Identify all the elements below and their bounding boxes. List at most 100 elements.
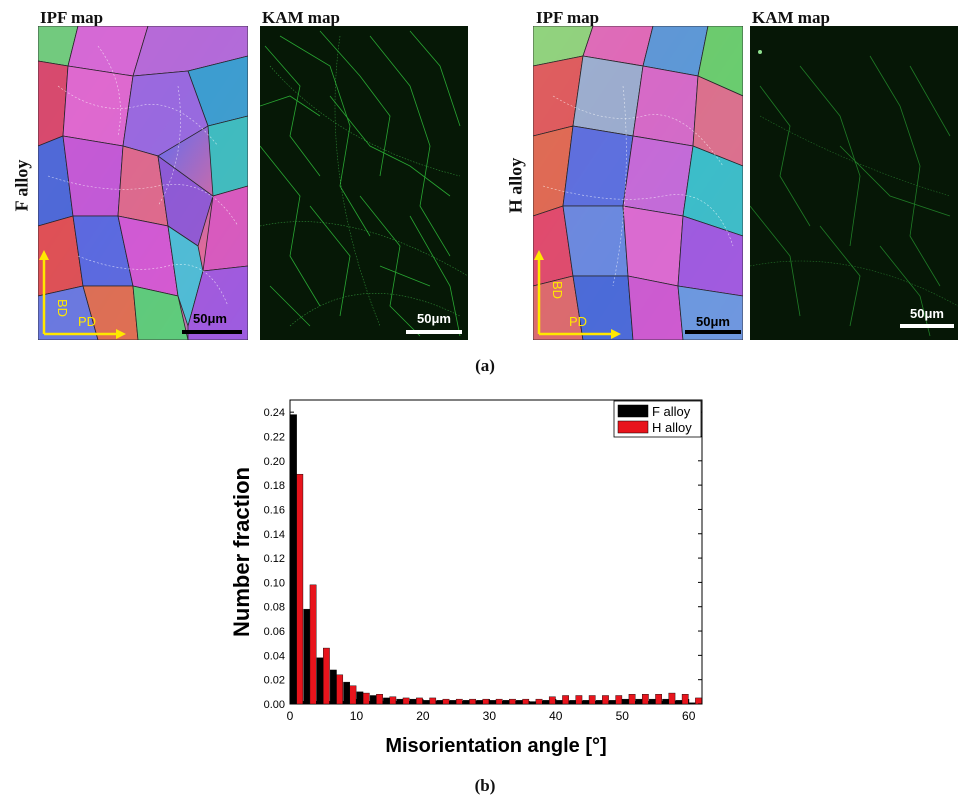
bar-f-alloy-21 [423, 700, 430, 705]
x-tick-label: 50 [616, 709, 630, 723]
kam-scale-label-h: 50μm [910, 306, 944, 321]
x-tick-label: 60 [682, 709, 696, 723]
y-tick-label: 0.00 [264, 699, 285, 711]
ipf-scale-label-h: 50μm [696, 314, 730, 329]
bar-f-alloy-13 [369, 695, 377, 705]
bar-f-alloy-11 [356, 691, 364, 705]
y-tick-label: 0.02 [264, 675, 285, 687]
bar-h-alloy-17 [402, 697, 410, 705]
bar-h-alloy-3 [309, 584, 317, 705]
bar-h-alloy-41 [562, 695, 569, 705]
y-axis-label: Number fraction [229, 467, 254, 637]
bar-f-alloy-61 [688, 702, 696, 705]
x-tick-label: 30 [483, 709, 497, 723]
bar-h-alloy-59 [681, 694, 689, 705]
row-label-h-alloy: H alloy [505, 157, 526, 214]
y-tick-label: 0.16 [264, 504, 285, 516]
legend-label-f-alloy: F alloy [652, 404, 691, 419]
y-tick-label: 0.12 [264, 553, 285, 565]
bar-f-alloy-25 [449, 700, 457, 705]
bar-h-alloy-11 [362, 692, 370, 705]
bar-h-alloy-45 [588, 695, 596, 705]
bar-h-alloy-53 [641, 694, 649, 705]
y-tick-label: 0.08 [264, 602, 285, 614]
ipf-scale-label-f: 50μm [193, 311, 227, 326]
axis-bd-label-f: BD [55, 299, 70, 317]
bar-f-alloy-1 [290, 414, 297, 705]
y-tick-label: 0.14 [264, 529, 285, 541]
bar-f-alloy-31 [489, 700, 497, 705]
bar-h-alloy-31 [495, 698, 503, 705]
kam-map-title-f: KAM map [262, 8, 340, 27]
legend-swatch-h-alloy [617, 420, 649, 434]
y-tick-label: 0.22 [264, 431, 285, 443]
bar-h-alloy-15 [389, 696, 397, 705]
y-axis-ticks: 0.00 0.02 0.04 0.06 0.08 0.10 0.12 0.14 0.16 0.18… [264, 407, 702, 711]
bar-h-alloy-29 [482, 698, 490, 705]
panel-a-caption: (a) [475, 356, 495, 375]
bar-f-alloy-19 [409, 698, 417, 705]
bar-f-alloy-53 [635, 698, 643, 705]
bar-h-alloy-57 [668, 692, 676, 705]
bar-f-alloy-47 [595, 700, 603, 705]
ipf-map-title-h: IPF map [536, 8, 600, 27]
bar-f-alloy-59 [675, 700, 683, 705]
bar-f-alloy-15 [383, 697, 390, 705]
axis-bd-label-h: BD [550, 281, 565, 299]
bar-h-alloy-9 [349, 685, 357, 705]
bar-f-alloy-35 [516, 700, 523, 705]
bar-h-alloy-35 [522, 698, 530, 705]
ipf-map-image-f: BD PD 50μm [38, 26, 248, 340]
kam-map-image-h: 50μm [750, 26, 958, 340]
kam-scale-label-f: 50μm [417, 311, 451, 326]
bar-h-alloy-13 [376, 694, 383, 705]
bar-f-alloy-51 [622, 698, 630, 705]
panel-b-caption: (b) [474, 776, 496, 795]
ipf-map-image-h: BD PD 50μm [533, 26, 743, 340]
bars-group [290, 414, 702, 705]
bar-f-alloy-23 [436, 700, 444, 705]
y-tick-label: 0.18 [264, 480, 285, 492]
bar-f-alloy-57 [662, 698, 669, 705]
bar-h-alloy-1 [296, 473, 304, 705]
kam-map-image-f: 50μm [260, 26, 468, 340]
axis-pd-label-h: PD [569, 314, 587, 329]
y-tick-label: 0.20 [264, 456, 285, 468]
bar-h-alloy-39 [548, 696, 556, 705]
bar-h-alloy-27 [469, 698, 476, 705]
bar-f-alloy-29 [476, 700, 483, 705]
bar-h-alloy-25 [455, 698, 463, 705]
y-tick-label: 0.04 [264, 650, 285, 662]
bar-h-alloy-19 [416, 697, 423, 705]
bar-f-alloy-9 [343, 681, 350, 705]
bar-f-alloy-17 [396, 698, 404, 705]
bar-h-alloy-5 [323, 647, 330, 705]
bar-f-alloy-37 [529, 701, 537, 705]
ipf-map-title-f: IPF map [40, 8, 104, 27]
axis-pd-label-f: PD [78, 314, 96, 329]
x-axis-label: Misorientation angle [°] [385, 735, 606, 757]
y-tick-label: 0.10 [264, 577, 285, 589]
bar-h-alloy-23 [442, 698, 450, 705]
x-tick-label: 10 [350, 709, 364, 723]
legend-label-h-alloy: H alloy [652, 420, 692, 435]
misorientation-chart: 0.00 0.02 0.04 0.06 0.08 0.10 0.12 0.14 0.16 0.18… [229, 399, 703, 757]
bar-f-alloy-27 [462, 700, 470, 705]
legend-swatch-f-alloy [617, 404, 649, 418]
bar-f-alloy-55 [648, 698, 656, 705]
x-tick-label: 40 [549, 709, 563, 723]
bar-h-alloy-21 [429, 697, 437, 705]
bar-f-alloy-41 [555, 700, 563, 705]
bar-h-alloy-51 [628, 694, 636, 705]
bar-h-alloy-61 [695, 697, 702, 705]
x-axis-ticks: 0 10 20 30 40 50 60 [287, 699, 696, 723]
x-tick-label: 0 [287, 709, 294, 723]
panel-b: 0.00 0.02 0.04 0.06 0.08 0.10 0.12 0.14 0.16 0.18… [220, 392, 720, 762]
bar-f-alloy-45 [582, 700, 590, 705]
kam-map-title-h: KAM map [752, 8, 830, 27]
bar-h-alloy-43 [575, 695, 583, 705]
row-label-f-alloy: F alloy [11, 159, 32, 212]
bar-h-alloy-47 [602, 695, 609, 705]
bar-f-alloy-39 [542, 700, 550, 705]
